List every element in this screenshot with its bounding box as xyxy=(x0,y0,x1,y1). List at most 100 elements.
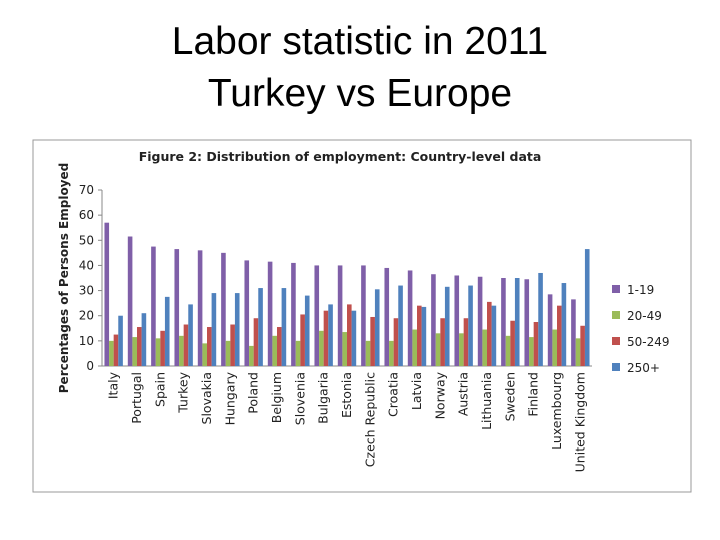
bar xyxy=(127,236,133,366)
x-tick-label: Austria xyxy=(456,372,471,416)
bar xyxy=(253,318,259,366)
slide-title: Turkey vs Europe xyxy=(207,72,513,115)
legend-label: 20-49 xyxy=(627,309,662,323)
bar xyxy=(491,305,497,366)
bar xyxy=(164,296,170,366)
bar xyxy=(393,318,399,366)
bar xyxy=(552,329,557,366)
x-tick-label: Czech Republic xyxy=(362,372,377,467)
bar xyxy=(160,330,165,366)
bar xyxy=(365,340,371,366)
bar xyxy=(295,340,301,366)
bar xyxy=(459,333,464,366)
bar xyxy=(249,345,254,366)
bar xyxy=(211,293,217,366)
bar xyxy=(137,327,142,366)
bar xyxy=(225,340,231,366)
bar xyxy=(174,249,180,366)
bar xyxy=(202,343,207,366)
x-tick-label: Belgium xyxy=(269,372,284,423)
bar xyxy=(571,299,576,366)
bar xyxy=(431,274,436,366)
bar xyxy=(109,340,114,366)
x-tick-label: Croatia xyxy=(386,372,401,417)
bar xyxy=(463,318,469,366)
bar xyxy=(337,265,343,366)
x-tick-label: Estonia xyxy=(339,372,354,418)
y-tick-label: 60 xyxy=(79,208,94,222)
y-axis-label: Percentages of Persons Employed xyxy=(57,163,71,393)
legend-label: 250+ xyxy=(627,361,660,375)
bar xyxy=(179,335,184,366)
bar xyxy=(342,332,347,366)
x-tick-label: Luxembourg xyxy=(549,372,564,450)
bar xyxy=(328,304,333,366)
bar xyxy=(444,286,450,366)
x-tick-label: Italy xyxy=(106,371,121,399)
bar xyxy=(151,246,156,366)
bar xyxy=(407,270,413,366)
bar xyxy=(454,275,460,366)
bar xyxy=(361,265,366,366)
bar xyxy=(487,301,492,366)
y-tick-label: 50 xyxy=(79,233,94,247)
bar xyxy=(482,329,487,366)
x-tick-label: Poland xyxy=(246,372,261,414)
bar xyxy=(575,338,581,366)
bar xyxy=(351,310,357,366)
y-tick-label: 30 xyxy=(79,284,94,298)
bar xyxy=(417,305,422,366)
bar xyxy=(370,316,375,366)
bar xyxy=(244,260,250,366)
bar xyxy=(197,250,203,366)
slide-title: Labor statistic in 2011 xyxy=(171,20,549,63)
legend-label: 50-249 xyxy=(627,335,670,349)
x-tick-label: Latvia xyxy=(409,372,424,410)
y-tick-label: 70 xyxy=(79,183,94,197)
bar xyxy=(319,330,324,366)
bar xyxy=(234,293,240,366)
bar xyxy=(477,276,483,366)
bar xyxy=(538,272,543,366)
bar xyxy=(258,288,263,366)
x-tick-label: Sweden xyxy=(502,372,517,421)
bar xyxy=(374,289,380,366)
bar xyxy=(557,305,562,366)
bar xyxy=(510,320,515,366)
bar xyxy=(468,285,473,366)
bar xyxy=(132,337,137,366)
bar xyxy=(113,334,119,366)
bar xyxy=(514,278,520,366)
y-tick-label: 20 xyxy=(79,309,94,323)
x-tick-label: Spain xyxy=(152,372,167,407)
legend-swatch xyxy=(612,337,620,345)
bar xyxy=(533,322,539,366)
x-tick-label: Finland xyxy=(526,372,541,417)
bar xyxy=(505,335,511,366)
bar xyxy=(221,252,226,366)
x-tick-label: United Kingdom xyxy=(572,372,587,472)
bar xyxy=(524,279,530,366)
bar xyxy=(104,222,110,366)
x-tick-label: Slovenia xyxy=(292,372,307,425)
bar xyxy=(398,285,403,366)
x-tick-label: Hungary xyxy=(222,371,237,425)
x-tick-label: Turkey xyxy=(176,371,191,413)
bar xyxy=(300,314,305,366)
bar xyxy=(155,338,161,366)
bar xyxy=(347,304,352,366)
bar xyxy=(281,288,287,366)
bar xyxy=(384,267,390,366)
legend-label: 1-19 xyxy=(627,283,654,297)
y-tick-label: 0 xyxy=(86,359,94,373)
bar xyxy=(188,304,193,366)
bar xyxy=(291,262,296,366)
x-tick-label: Lithuania xyxy=(479,372,494,430)
x-tick-label: Portugal xyxy=(129,372,144,424)
bar xyxy=(501,278,506,366)
legend-swatch xyxy=(612,311,620,319)
bar xyxy=(584,249,590,366)
legend-swatch xyxy=(612,363,620,371)
